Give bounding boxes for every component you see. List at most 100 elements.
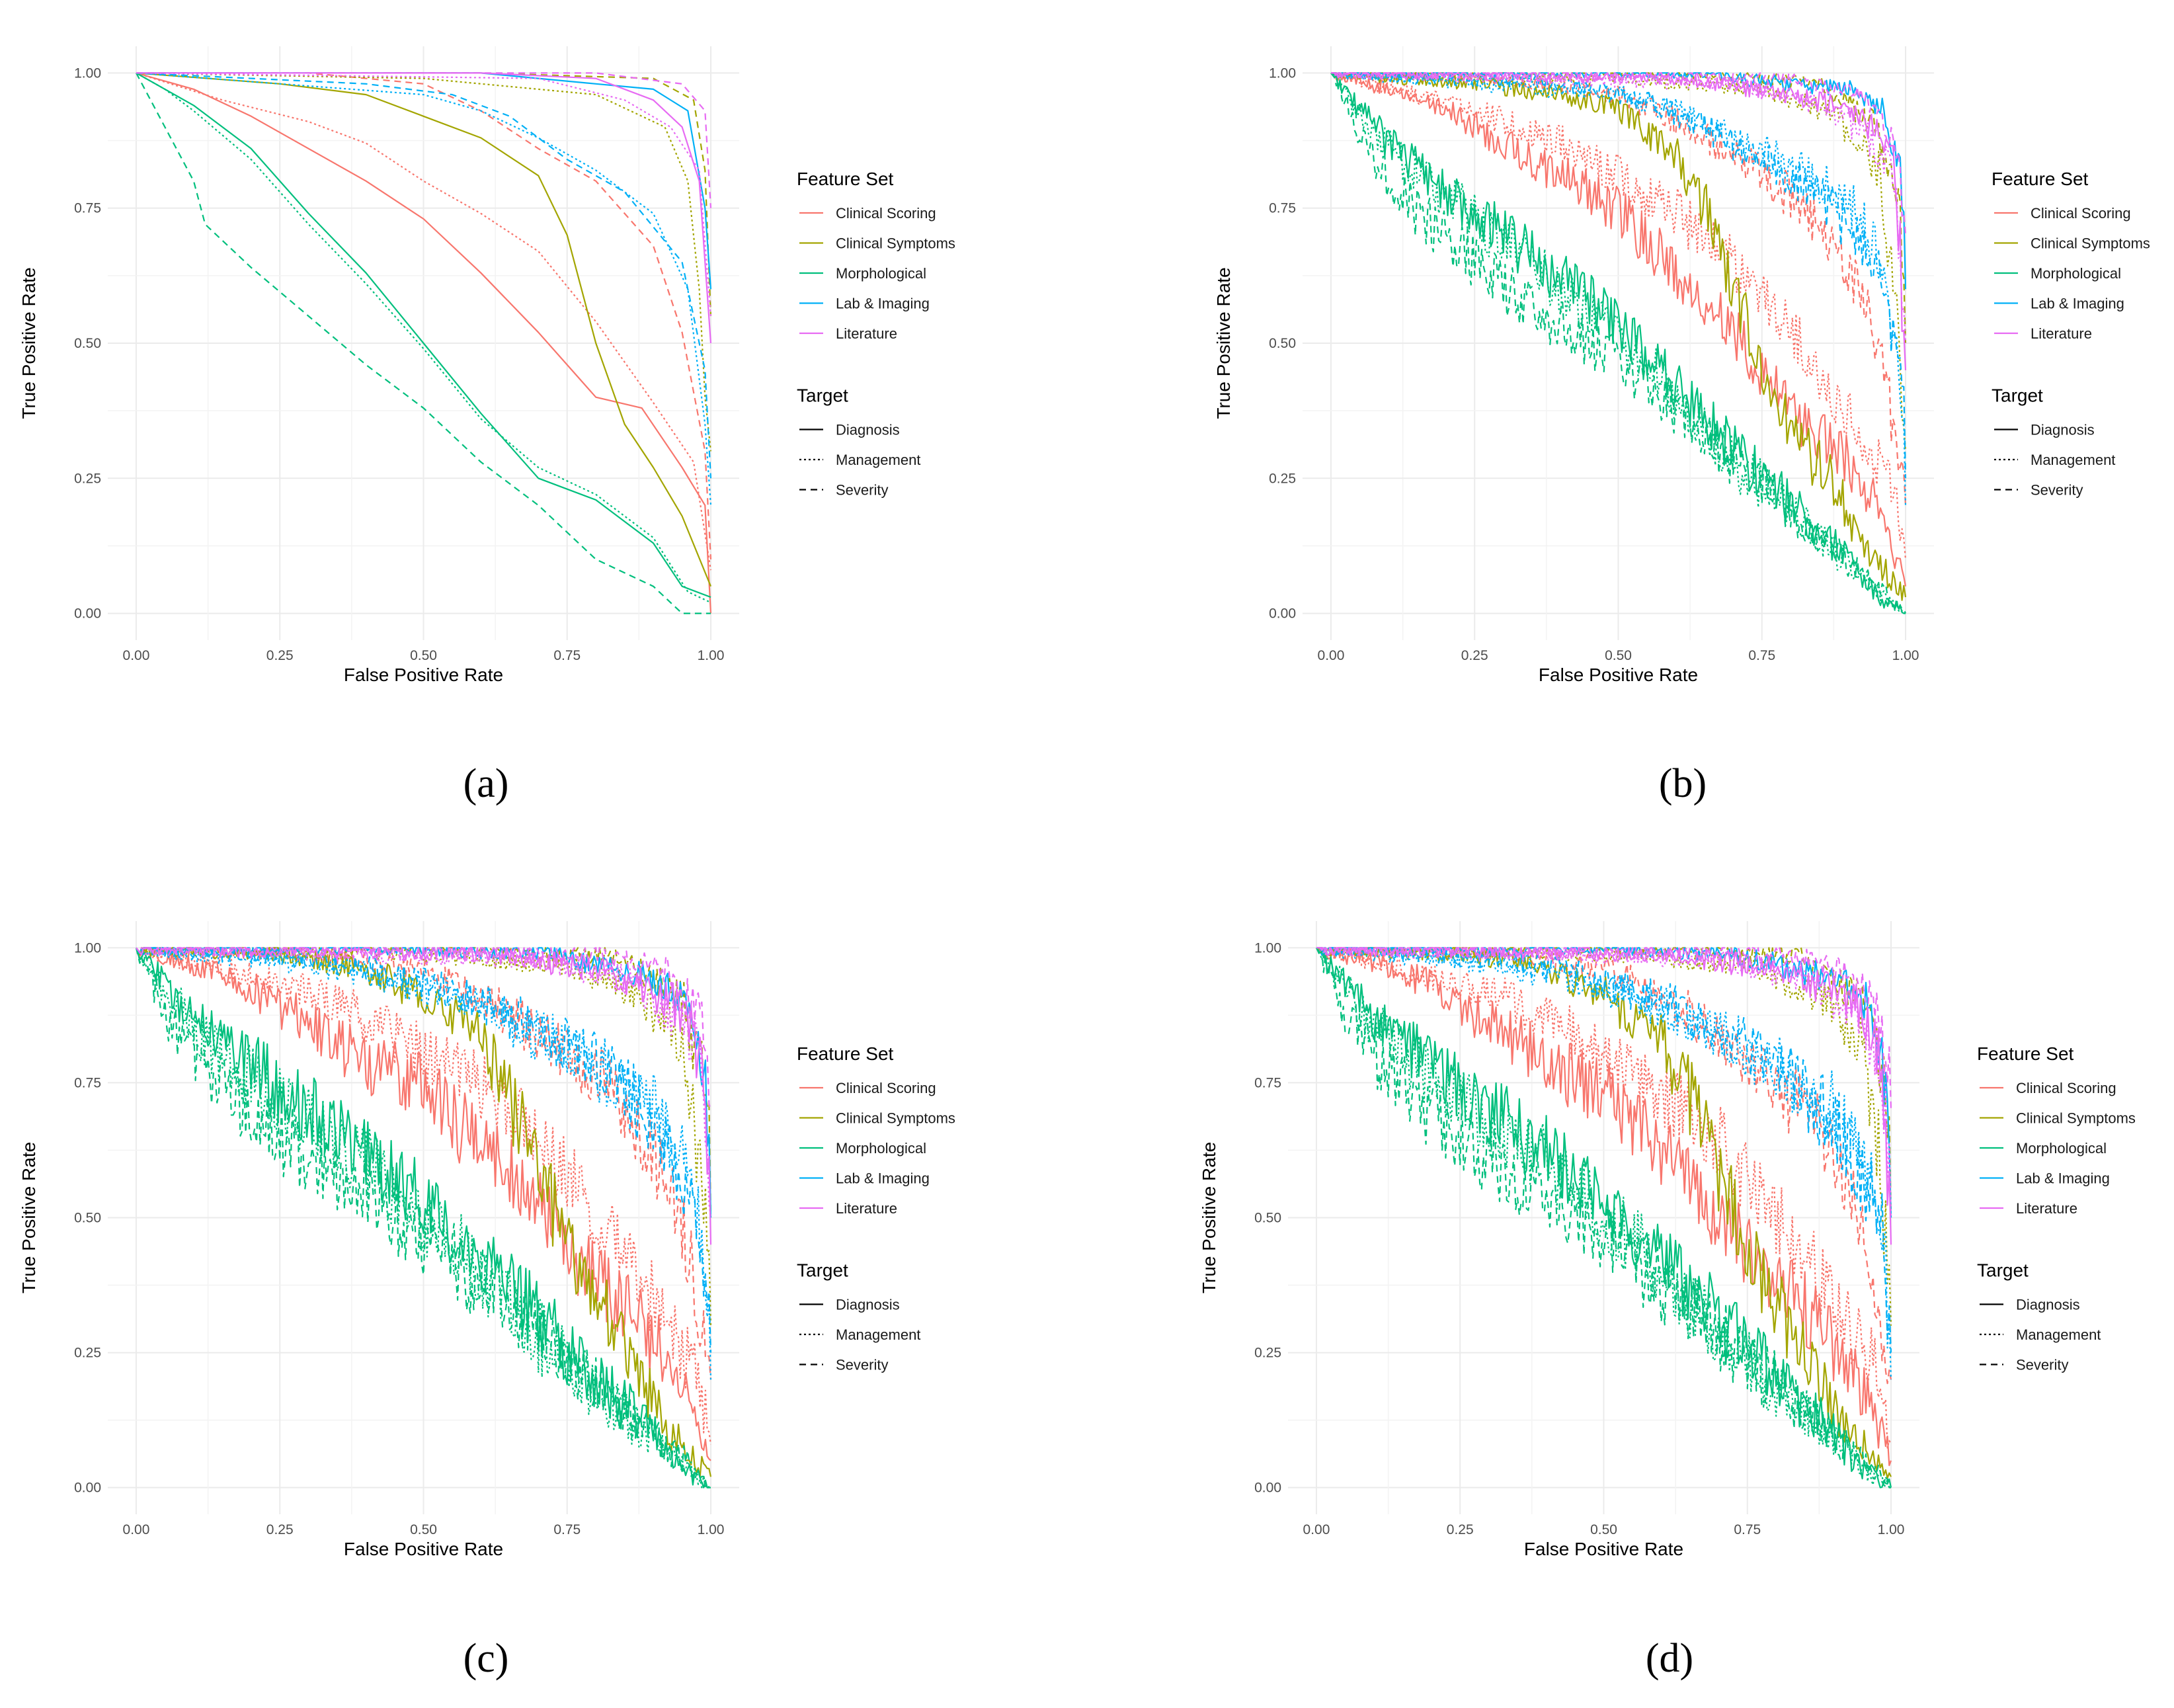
y-tick-label: 0.25 (1254, 1346, 1281, 1361)
legend-item-label: Lab & Imaging (836, 1170, 930, 1187)
legend-item-label: Clinical Scoring (2031, 205, 2131, 222)
x-axis-title: False Positive Rate (1524, 1539, 1683, 1559)
roc-curve-series (136, 947, 712, 1110)
x-tick-label: 1.00 (1892, 648, 1919, 663)
x-axis-title: False Positive Rate (344, 665, 503, 685)
roc-curve-series (1330, 72, 1907, 614)
legend-item-label: Diagnosis (2016, 1297, 2080, 1313)
roc-curve-series (135, 948, 711, 1488)
series-group (1330, 72, 1907, 614)
roc-curve-series (1316, 947, 1891, 1488)
roc-curve-series (136, 72, 712, 344)
roc-curve-series (1331, 72, 1907, 235)
x-tick-label: 0.75 (1748, 648, 1775, 663)
y-tick-label: 1.00 (74, 65, 101, 81)
legend-title: Feature Set (797, 1043, 894, 1064)
legend-item-label: Morphological (836, 265, 926, 282)
y-tick-label: 0.00 (74, 1481, 101, 1496)
y-tick-label: 0.00 (1269, 606, 1296, 622)
legend-item-label: Morphological (2016, 1140, 2107, 1157)
roc-curve-series (136, 72, 712, 317)
y-axis-title: True Positive Rate (1199, 1142, 1219, 1293)
legend-item-label: Morphological (836, 1140, 926, 1157)
x-tick-label: 0.50 (1605, 648, 1632, 663)
roc-curve-series (1316, 947, 1892, 1449)
roc-curve-series (1331, 72, 1907, 506)
roc-curve-series (1330, 72, 1906, 614)
y-tick-label: 0.50 (1269, 336, 1296, 351)
legend-feature-set: Feature Set Clinical Scoring Clinical Symp… (797, 1043, 955, 1217)
panel-caption: (a) (463, 761, 509, 806)
legend-title: Feature Set (1977, 1043, 2074, 1064)
x-tick-label: 0.25 (1461, 648, 1488, 663)
legend-item-label: Clinical Symptoms (836, 1110, 955, 1127)
legend-item-label: Literature (836, 1200, 897, 1217)
x-tick-label: 0.50 (410, 648, 437, 663)
x-axis-title: False Positive Rate (344, 1539, 503, 1559)
x-axis-title: False Positive Rate (1539, 665, 1698, 685)
legend-feature-set: Feature Set Clinical Scoring Clinical Symp… (1977, 1043, 2136, 1217)
roc-curve-series (135, 947, 711, 1488)
legend-item-label: Clinical Symptoms (2031, 235, 2150, 252)
roc-curve-series (1316, 947, 1892, 1326)
roc-curve-series (136, 947, 712, 1380)
legend-feature-set: Feature Set Clinical Scoring Clinical Symp… (797, 169, 955, 342)
roc-panel: 0.00 0.25 0.50 0.75 1.00 0.00 0.25 0.50 0.75 1.00… (1213, 46, 2150, 806)
legend-item-label: Literature (836, 325, 897, 342)
y-tick-label: 0.75 (1254, 1075, 1281, 1090)
panel-caption: (d) (1646, 1636, 1693, 1681)
legend-item-label: Severity (2016, 1357, 2068, 1373)
roc-curve-series (136, 72, 712, 208)
legend-item-label: Clinical Symptoms (836, 235, 955, 252)
x-tick-label: 0.50 (1590, 1522, 1617, 1537)
roc-panel: 0.00 0.25 0.50 0.75 1.00 0.00 0.25 0.50 0.75 1.00… (19, 46, 955, 806)
legend-title: Target (1992, 386, 2043, 406)
x-tick-label: 0.25 (1447, 1522, 1474, 1537)
y-tick-label: 1.00 (1254, 940, 1281, 956)
legend-title: Feature Set (797, 169, 894, 189)
legend-item-label: Literature (2016, 1200, 2077, 1217)
x-tick-label: 0.25 (266, 648, 294, 663)
roc-curve-series (1331, 72, 1907, 587)
series-group (135, 947, 712, 1488)
y-axis-title: True Positive Rate (19, 1142, 39, 1293)
x-tick-label: 0.00 (1318, 648, 1345, 663)
roc-curve-series (1316, 947, 1892, 1110)
roc-curve-series (136, 72, 712, 571)
y-tick-label: 0.25 (1269, 471, 1296, 486)
legend-item-label: Clinical Symptoms (2016, 1110, 2136, 1127)
panel-caption: (c) (463, 1636, 509, 1681)
y-axis-title: True Positive Rate (1213, 267, 1234, 419)
roc-curve-series (1331, 72, 1907, 506)
y-tick-label: 1.00 (74, 940, 101, 956)
roc-curve-series (1316, 947, 1891, 1488)
legend-feature-set: Feature Set Clinical Scoring Clinical Symp… (1992, 169, 2150, 342)
y-tick-label: 0.75 (74, 201, 101, 216)
legend-target: Target Diagnosis Management Severity (1992, 386, 2115, 499)
series-group (1316, 947, 1892, 1488)
legend-item-label: Management (2016, 1326, 2101, 1343)
x-tick-label: 1.00 (698, 1522, 725, 1537)
y-axis-title: True Positive Rate (19, 267, 39, 419)
legend-item-label: Lab & Imaging (2031, 296, 2124, 312)
x-tick-label: 0.25 (266, 1522, 294, 1537)
roc-curve-series (1316, 947, 1892, 1353)
legend-item-label: Severity (836, 482, 888, 499)
legend-item-label: Management (836, 1326, 920, 1343)
legend-item-label: Morphological (2031, 265, 2121, 282)
roc-curve-series (136, 72, 712, 479)
y-tick-label: 0.25 (74, 1346, 101, 1361)
y-tick-label: 0.75 (74, 1075, 101, 1090)
x-tick-label: 0.75 (553, 1522, 581, 1537)
x-tick-label: 0.50 (410, 1522, 437, 1537)
x-tick-label: 0.75 (553, 648, 581, 663)
roc-curve-series (136, 72, 712, 452)
roc-curve-series (136, 947, 712, 1218)
roc-curve-series (136, 72, 712, 587)
y-tick-label: 0.25 (74, 471, 101, 486)
roc-curve-series (136, 72, 712, 559)
y-tick-label: 0.50 (1254, 1211, 1281, 1226)
x-tick-label: 1.00 (698, 648, 725, 663)
y-tick-label: 0.50 (74, 1211, 101, 1226)
